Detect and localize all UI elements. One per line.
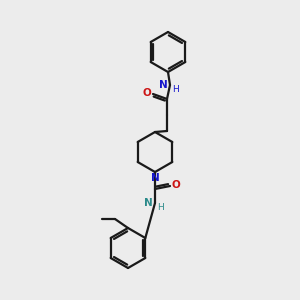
- Text: N: N: [151, 173, 159, 183]
- Text: H: H: [157, 203, 164, 212]
- Text: N: N: [159, 80, 168, 90]
- Text: H: H: [172, 85, 179, 94]
- Text: O: O: [172, 180, 181, 190]
- Text: O: O: [142, 88, 151, 98]
- Text: N: N: [144, 198, 153, 208]
